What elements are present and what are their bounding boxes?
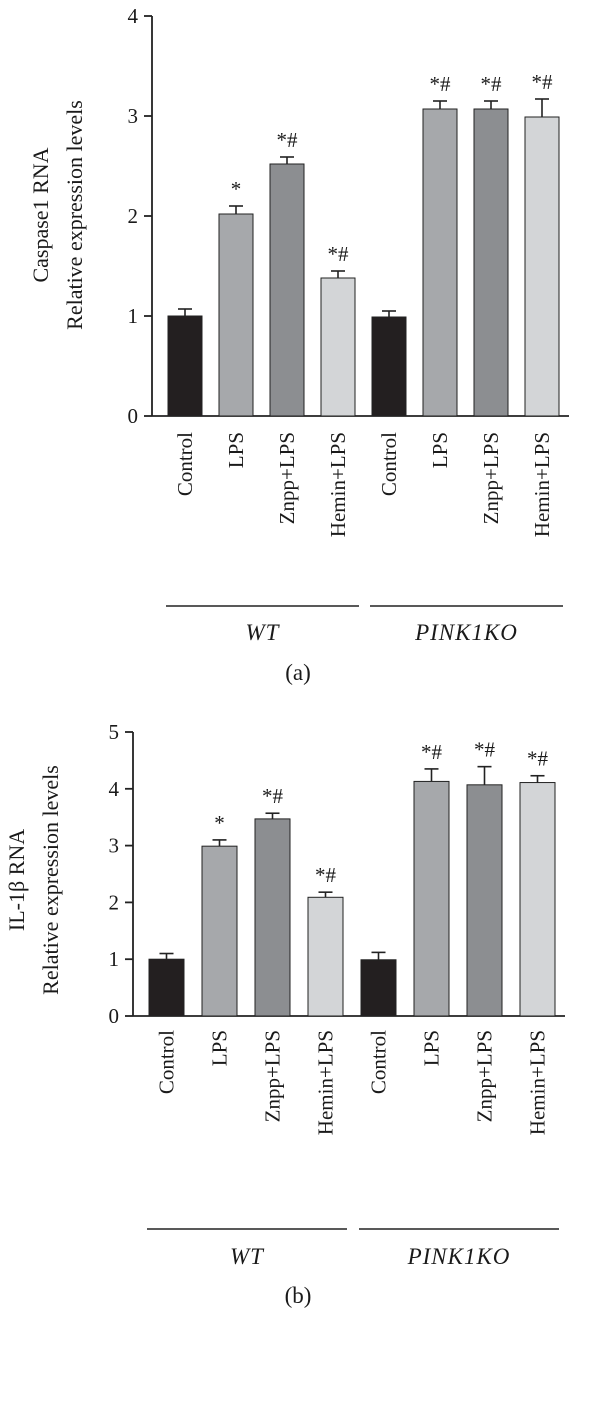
y-tick-label: 1: [128, 304, 139, 328]
category-label: Hemin+LPS: [526, 1030, 550, 1135]
bar: [167, 315, 203, 417]
significance-label: *: [214, 811, 225, 835]
significance-label: *#: [421, 740, 443, 764]
bar: [519, 782, 556, 1017]
y-axis-title-line2: Relative expression levels: [38, 765, 63, 995]
bar: [524, 116, 560, 417]
y-axis-title-line1: Caspase1 RNA: [28, 147, 53, 282]
group-label: WT: [246, 620, 281, 645]
y-tick-label: 3: [109, 834, 120, 858]
significance-label: *#: [527, 747, 549, 771]
category-label: LPS: [428, 432, 452, 468]
y-tick-label: 3: [128, 104, 139, 128]
bar: [320, 277, 356, 417]
category-label: LPS: [224, 432, 248, 468]
y-tick-label: 0: [109, 1004, 120, 1028]
significance-label: *#: [532, 70, 554, 94]
significance-label: *#: [262, 784, 284, 808]
category-label: LPS: [420, 1030, 444, 1066]
panel-label: (b): [285, 1283, 312, 1308]
group-label: PINK1KO: [407, 1244, 511, 1269]
group-label: WT: [230, 1244, 265, 1269]
category-label: Control: [367, 1030, 391, 1094]
category-label: Hemin+LPS: [530, 432, 554, 537]
significance-label: *: [231, 177, 242, 201]
y-tick-label: 4: [128, 4, 139, 28]
y-axis-title-line1: IL-1β RNA: [4, 829, 29, 931]
bar: [201, 845, 238, 1017]
y-axis-title-line2: Relative expression levels: [62, 100, 87, 330]
significance-label: *#: [430, 72, 452, 96]
bar: [254, 818, 291, 1017]
bar: [422, 108, 458, 417]
bar: [218, 213, 254, 417]
significance-label: *#: [315, 863, 337, 887]
chart-panel-1: 0 1 2 3 4 Caspase1 RNA Relative expression lev…: [28, 4, 569, 685]
bar: [269, 163, 305, 417]
bar: [371, 316, 407, 417]
y-tick-label: 2: [128, 204, 139, 228]
category-label: Znpp+LPS: [473, 1030, 497, 1122]
category-label: Control: [377, 432, 401, 496]
chart-panel-2: 0 1 2 3 4 5 IL-1β RNA Relative expression level…: [4, 720, 565, 1308]
significance-label: *#: [481, 72, 503, 96]
category-label: Hemin+LPS: [326, 432, 350, 537]
category-label: Hemin+LPS: [314, 1030, 338, 1135]
significance-label: *#: [277, 128, 299, 152]
category-label: Control: [155, 1030, 179, 1094]
bar: [307, 896, 344, 1017]
bar: [360, 959, 397, 1017]
category-label: Znpp+LPS: [275, 432, 299, 524]
category-label: LPS: [208, 1030, 232, 1066]
category-label: Znpp+LPS: [261, 1030, 285, 1122]
bar: [473, 108, 509, 417]
bar: [413, 780, 450, 1017]
panel-label: (a): [285, 660, 311, 685]
significance-label: *#: [328, 242, 350, 266]
y-tick-label: 5: [109, 720, 120, 744]
y-tick-label: 1: [109, 947, 120, 971]
y-tick-label: 0: [128, 404, 139, 428]
category-label: Znpp+LPS: [479, 432, 503, 524]
group-label: PINK1KO: [414, 620, 518, 645]
bar: [148, 958, 185, 1017]
significance-label: *#: [474, 738, 496, 762]
bar: [466, 784, 503, 1017]
y-tick-label: 4: [109, 777, 120, 801]
y-tick-label: 2: [109, 890, 120, 914]
category-label: Control: [173, 432, 197, 496]
